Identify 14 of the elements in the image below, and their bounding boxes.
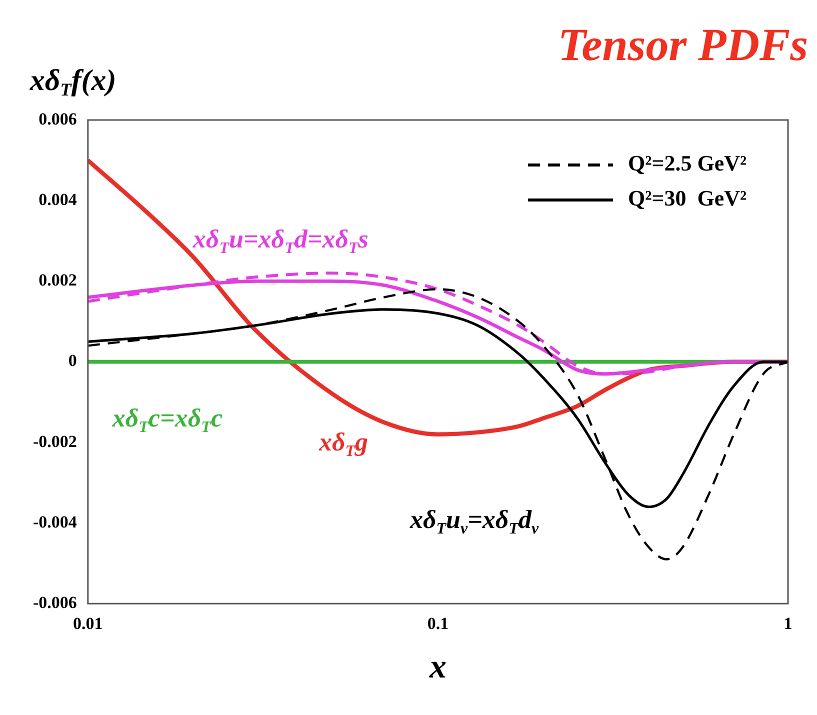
y-tick-label: 0.002 — [38, 270, 77, 290]
y-tick-label: 0 — [68, 351, 77, 370]
y-tick-label: -0.006 — [32, 592, 77, 612]
legend-label: Q²=30 GeV² — [628, 186, 748, 211]
x-tick-label: 1 — [784, 614, 792, 634]
legend-label: Q²=2.5 GeV² — [628, 150, 748, 176]
y-tick-label: -0.004 — [32, 512, 78, 532]
chart-title: Tensor PDFs — [558, 18, 808, 70]
y-tick-label: 0.006 — [38, 109, 77, 128]
x-tick-label: 0.1 — [427, 614, 449, 634]
y-tick-label: -0.002 — [32, 432, 77, 451]
x-tick-label: 0.01 — [73, 614, 103, 634]
x-axis-title: x — [428, 648, 446, 686]
y-tick-label: 0.004 — [38, 190, 78, 209]
